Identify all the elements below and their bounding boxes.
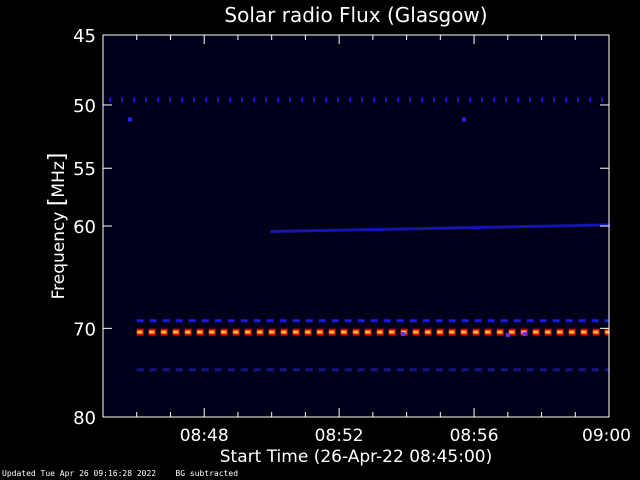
x-tick-label: 09:00 <box>582 426 631 446</box>
x-tick-label: 08:56 <box>450 426 499 446</box>
y-axis-label-unit: MHz <box>49 161 69 197</box>
y-tick-label: 45 <box>73 26 96 47</box>
footer: Updated Tue Apr 26 09:16:28 2022 BG subt… <box>2 469 238 478</box>
x-axis-label: Start Time (26-Apr-22 08:45:00) <box>220 447 492 467</box>
drift-feature-0 <box>270 223 611 234</box>
emission-spot-3 <box>505 332 510 337</box>
y-tick-label: 50 <box>73 96 96 117</box>
emission-spot-4 <box>522 332 527 337</box>
updated-timestamp: Updated Tue Apr 26 09:16:28 2022 <box>2 469 157 478</box>
y-tick-label: 60 <box>73 217 96 238</box>
x-tick-label: 08:48 <box>180 426 229 446</box>
emission-spot-0 <box>127 117 132 122</box>
emission-spot-2 <box>401 332 406 337</box>
y-tick-label: 55 <box>73 159 96 180</box>
emission-spot-1 <box>461 117 466 122</box>
bg-subtracted-note: BG subtracted <box>175 469 239 478</box>
y-tick-label: 80 <box>73 408 96 429</box>
chart-title: Solar radio Flux (Glasgow) <box>224 3 487 27</box>
y-tick-label: 70 <box>73 319 96 340</box>
y-axis-label-bracket-open: [ <box>45 198 70 207</box>
x-tick-label: 08:52 <box>315 426 364 446</box>
y-axis-label-bracket-close: ] <box>45 153 70 162</box>
y-axis-label: Frequency [MHz] <box>45 153 70 300</box>
y-axis-label-text: Frequency <box>49 206 69 299</box>
